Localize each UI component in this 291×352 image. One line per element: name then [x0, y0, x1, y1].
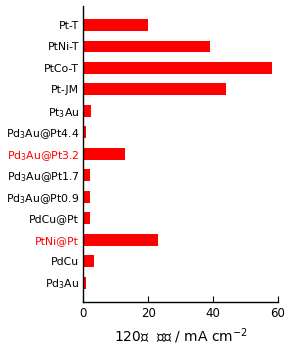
Bar [83, 212, 90, 224]
Bar [83, 277, 86, 289]
Bar [83, 148, 125, 160]
Bar [83, 234, 158, 246]
Bar [83, 191, 90, 203]
Bar [83, 19, 148, 31]
Bar [83, 255, 95, 267]
Bar [83, 126, 86, 138]
Bar [83, 62, 272, 74]
X-axis label: 120도  성능 / mA cm$^{-2}$: 120도 성능 / mA cm$^{-2}$ [114, 327, 247, 346]
Bar [83, 40, 210, 52]
Bar [83, 105, 91, 117]
Bar [83, 169, 90, 181]
Bar [83, 83, 226, 95]
